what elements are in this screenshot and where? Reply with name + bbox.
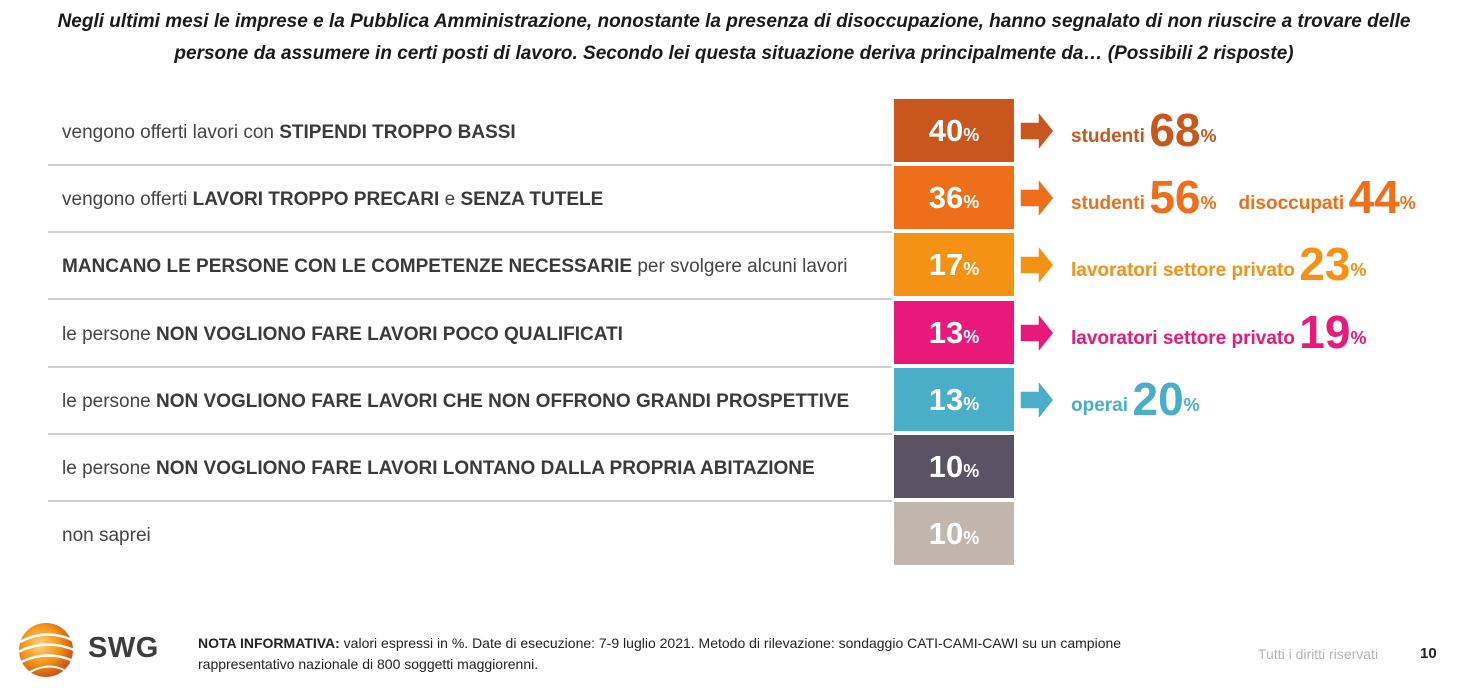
highlight-group: studenti	[1071, 193, 1145, 214]
category-row: non saprei	[48, 502, 892, 569]
highlight-note: lavoratori settore privato 23%	[1071, 233, 1388, 296]
value-bar: 10%	[894, 502, 1014, 565]
label-part: vengono offerti	[62, 189, 193, 210]
value-number: 13	[928, 315, 964, 350]
percent-sign: %	[963, 192, 980, 212]
footnote-label: NOTA INFORMATIVA:	[198, 635, 340, 651]
highlight-value: 19	[1299, 306, 1351, 358]
label-bold-part: NON VOGLIONO FARE LAVORI LONTANO DALLA P…	[156, 458, 815, 479]
category-row: le persone NON VOGLIONO FARE LAVORI CHE …	[48, 368, 892, 435]
category-label: MANCANO LE PERSONE CON LE COMPETENZE NEC…	[62, 233, 848, 300]
percent-sign: %	[963, 461, 980, 481]
category-row: le persone NON VOGLIONO FARE LAVORI POCO…	[48, 301, 892, 368]
value-bar: 10%	[894, 435, 1014, 498]
highlight-percent: %	[1350, 260, 1367, 280]
data-label: 17%	[894, 233, 1014, 296]
highlight-note: lavoratori settore privato 19%	[1071, 301, 1388, 364]
arrow-right-icon	[1019, 108, 1055, 154]
percent-sign: %	[963, 327, 980, 347]
value-number: 17	[928, 247, 964, 282]
highlight-note: studenti 56% disoccupati 44%	[1071, 166, 1438, 229]
arrow-right-icon	[1019, 242, 1055, 288]
label-part: per svolgere alcuni lavori	[632, 256, 848, 277]
value-bar: 17%	[894, 233, 1014, 296]
highlight-percent: %	[1200, 126, 1217, 146]
page-number: 10	[1420, 645, 1437, 662]
label-bold-part: NON VOGLIONO FARE LAVORI CHE NON OFFRONO…	[156, 391, 850, 412]
data-label: 13%	[894, 368, 1014, 431]
category-label: non saprei	[62, 502, 151, 569]
category-label: le persone NON VOGLIONO FARE LAVORI CHE …	[62, 368, 849, 435]
label-part: le persone	[62, 324, 157, 345]
data-label: 13%	[894, 301, 1014, 364]
arrow-right-icon	[1019, 377, 1055, 423]
percent-sign: %	[963, 394, 980, 414]
highlight-group: lavoratori settore privato	[1071, 260, 1295, 281]
arrow-right-icon	[1019, 175, 1055, 221]
value-number: 10	[928, 516, 964, 551]
category-row: vengono offerti LAVORI TROPPO PRECARI e …	[48, 166, 892, 233]
highlight-value: 44	[1348, 171, 1400, 223]
highlight-group: studenti	[1071, 126, 1145, 147]
label-bold-part: MANCANO LE PERSONE CON LE COMPETENZE NEC…	[62, 256, 633, 277]
percent-sign: %	[963, 125, 980, 145]
value-bar: 36%	[894, 166, 1014, 229]
value-bar: 13%	[894, 301, 1014, 364]
row-divider	[48, 231, 892, 233]
highlight-percent: %	[1350, 328, 1367, 348]
category-row: vengono offerti lavori con STIPENDI TROP…	[48, 99, 892, 166]
swg-logo-icon	[17, 623, 75, 677]
value-number: 10	[928, 449, 964, 484]
label-bold-part: LAVORI TROPPO PRECARI	[192, 189, 440, 210]
label-part: le persone	[62, 458, 157, 479]
value-bar: 13%	[894, 368, 1014, 431]
row-divider	[48, 500, 892, 502]
highlight-percent: %	[1200, 193, 1217, 213]
highlight-value: 23	[1299, 238, 1351, 290]
arrow-right-icon	[1019, 310, 1055, 356]
label-part: vengono offerti lavori con	[62, 122, 280, 143]
highlight-group: disoccupati	[1238, 193, 1345, 214]
chart-title: Negli ultimi mesi le imprese e la Pubbli…	[57, 11, 1411, 64]
value-bar: 40%	[894, 99, 1014, 162]
footnote: NOTA INFORMATIVA: valori espressi in %. …	[198, 633, 1138, 675]
logo-text: SWG	[88, 632, 159, 664]
category-label: le persone NON VOGLIONO FARE LAVORI POCO…	[62, 301, 623, 368]
data-label: 10%	[894, 435, 1014, 498]
rights-text: Tutti i diritti riservati	[1258, 646, 1379, 662]
row-divider	[48, 366, 892, 368]
highlight-value: 68	[1149, 104, 1201, 156]
highlight-value: 20	[1132, 373, 1184, 425]
label-bold-part: NON VOGLIONO FARE LAVORI POCO QUALIFICAT…	[156, 324, 623, 345]
label-part: e	[439, 189, 461, 210]
label-part: le persone	[62, 391, 157, 412]
category-label: vengono offerti lavori con STIPENDI TROP…	[62, 99, 516, 166]
label-bold-part: SENZA TUTELE	[460, 189, 604, 210]
highlight-note: studenti 68%	[1071, 99, 1239, 162]
category-label: le persone NON VOGLIONO FARE LAVORI LONT…	[62, 435, 815, 502]
category-row: le persone NON VOGLIONO FARE LAVORI LONT…	[48, 435, 892, 502]
row-divider	[48, 433, 892, 435]
value-number: 36	[928, 180, 964, 215]
highlight-percent: %	[1183, 395, 1200, 415]
data-label: 10%	[894, 502, 1014, 565]
highlight-percent: %	[1399, 193, 1416, 213]
category-label: vengono offerti LAVORI TROPPO PRECARI e …	[62, 166, 603, 233]
row-divider	[48, 298, 892, 300]
highlight-value: 56	[1149, 171, 1201, 223]
data-label: 40%	[894, 99, 1014, 162]
value-number: 13	[928, 382, 964, 417]
highlight-note: operai 20%	[1071, 368, 1222, 431]
row-divider	[48, 164, 892, 166]
category-row: MANCANO LE PERSONE CON LE COMPETENZE NEC…	[48, 233, 892, 300]
highlight-group: operai	[1071, 395, 1129, 416]
percent-sign: %	[963, 528, 980, 548]
value-number: 40	[928, 113, 964, 148]
data-label: 36%	[894, 166, 1014, 229]
highlight-group: lavoratori settore privato	[1071, 328, 1295, 349]
footnote-text: valori espressi in %. Date di esecuzione…	[198, 635, 1122, 672]
label-bold-part: STIPENDI TROPPO BASSI	[279, 122, 516, 143]
label-part: non saprei	[62, 525, 151, 546]
percent-sign: %	[963, 259, 980, 279]
